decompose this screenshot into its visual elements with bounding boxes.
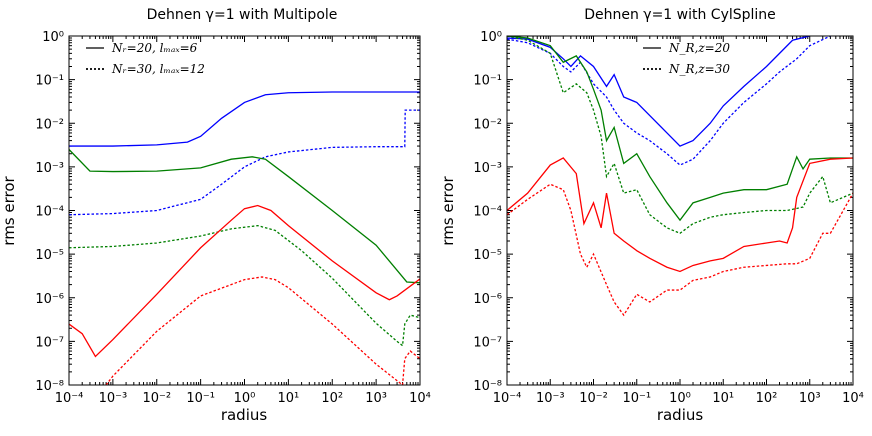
cylspline-title: Dehnen γ=1 with CylSpline <box>584 7 776 23</box>
multipole-y-tick-label: 10⁰ <box>42 30 64 45</box>
cylspline-x-tick-label: 10¹ <box>712 391 734 406</box>
multipole-x-tick-label: 10² <box>321 391 343 406</box>
cylspline-ticks: 10⁻⁴ 10⁻³ 10⁻² 10⁻¹ 10⁰ 10¹ 10² 10³ 10⁴ 10⁻⁸ 10⁻⁷ 1… <box>473 30 864 406</box>
cylspline-legend-solid-label: N_R,z=20 <box>668 41 730 55</box>
cylspline-series-ff0000-dotted <box>507 183 853 317</box>
cylspline-y-tick-label: 10⁻³ <box>473 161 502 176</box>
multipole-x-tick-label: 10³ <box>365 391 387 406</box>
multipole-y-tick-label: 10⁻⁷ <box>35 335 64 350</box>
cylspline-y-tick-label: 10⁻⁸ <box>473 379 502 394</box>
multipole-xlabel: radius <box>221 406 268 424</box>
cylspline-y-tick-label: 10⁰ <box>480 30 502 45</box>
multipole-series-ff0000-dotted <box>105 276 420 385</box>
multipole-y-tick-label: 10⁻¹ <box>35 74 64 89</box>
cylspline-x-tick-label: 10² <box>756 391 778 406</box>
multipole-series-0000ff-solid <box>69 91 420 147</box>
multipole-legend: Nᵣ=20, lₘₐₓ=6 Nᵣ=30, lₘₐₓ=12 <box>86 41 205 76</box>
multipole-x-tick-label: 10⁻³ <box>99 391 128 406</box>
multipole-x-tick-label: 10⁻⁴ <box>55 391 84 406</box>
cylspline-axes-frame <box>506 35 854 386</box>
multipole-x-tick-label: 10⁰ <box>234 391 256 406</box>
cylspline-y-tick-label: 10⁻¹ <box>473 74 502 89</box>
multipole-x-tick-label: 10⁴ <box>409 391 431 406</box>
multipole-y-tick-label: 10⁻⁸ <box>35 379 64 394</box>
multipole-x-tick-label: 10¹ <box>277 391 299 406</box>
multipole-y-tick-label: 10⁻² <box>35 117 64 132</box>
cylspline-ylabel: rms error <box>439 175 457 245</box>
cylspline-series-007f00-solid <box>507 36 853 222</box>
cylspline-legend: N_R,z=20 N_R,z=30 <box>643 41 730 76</box>
cylspline-y-tick-label: 10⁻⁶ <box>473 292 502 307</box>
cylspline-x-tick-label: 10⁻¹ <box>622 391 651 406</box>
cylspline-series-007f00-dotted <box>507 36 853 235</box>
cylspline-y-tick-label: 10⁻⁵ <box>473 248 502 263</box>
cylspline-series-0000ff-dotted <box>507 36 831 166</box>
multipole-x-tick-label: 10⁻² <box>142 391 171 406</box>
cylspline-y-tick-label: 10⁻⁷ <box>473 335 502 350</box>
multipole-series-ff0000-solid <box>69 204 420 358</box>
multipole-y-tick-label: 10⁻⁶ <box>35 292 64 307</box>
multipole-series-007f00-solid <box>69 149 420 284</box>
cylspline-series-ff0000-solid <box>507 157 853 273</box>
multipole-y-tick-label: 10⁻⁵ <box>35 248 64 263</box>
cylspline-x-tick-label: 10⁻³ <box>536 391 565 406</box>
cylspline-x-tick-label: 10⁴ <box>842 391 864 406</box>
multipole-y-tick-label: 10⁻⁴ <box>35 205 64 220</box>
multipole-axes-frame <box>68 35 421 386</box>
cylspline-x-tick-label: 10⁻⁴ <box>493 391 522 406</box>
cylspline-x-tick-label: 10⁻² <box>579 391 608 406</box>
multipole-panel: Dehnen γ=1 with Multipole 10⁻⁴ 10⁻³ 10⁻² 10… <box>0 7 431 424</box>
cylspline-series <box>507 36 853 317</box>
multipole-x-tick-label: 10⁻¹ <box>186 391 215 406</box>
multipole-series-0000ff-dotted <box>69 109 420 216</box>
multipole-ylabel: rms error <box>0 175 18 245</box>
cylspline-x-tick-label: 10⁰ <box>669 391 691 406</box>
multipole-y-tick-label: 10⁻³ <box>35 161 64 176</box>
multipole-legend-solid-label: Nᵣ=20, lₘₐₓ=6 <box>111 41 198 55</box>
multipole-legend-dotted-label: Nᵣ=30, lₘₐₓ=12 <box>111 62 205 76</box>
cylspline-x-tick-label: 10³ <box>799 391 821 406</box>
multipole-title: Dehnen γ=1 with Multipole <box>147 7 338 23</box>
cylspline-y-tick-label: 10⁻² <box>473 117 502 132</box>
multipole-series <box>69 91 420 385</box>
cylspline-panel: Dehnen γ=1 with CylSpline 10⁻⁴ 10⁻³ 10⁻² 10… <box>439 7 864 424</box>
cylspline-series-0000ff-solid <box>507 36 810 147</box>
cylspline-legend-dotted-label: N_R,z=30 <box>668 62 730 76</box>
cylspline-xlabel: radius <box>657 406 704 424</box>
cylspline-y-tick-label: 10⁻⁴ <box>473 205 502 220</box>
